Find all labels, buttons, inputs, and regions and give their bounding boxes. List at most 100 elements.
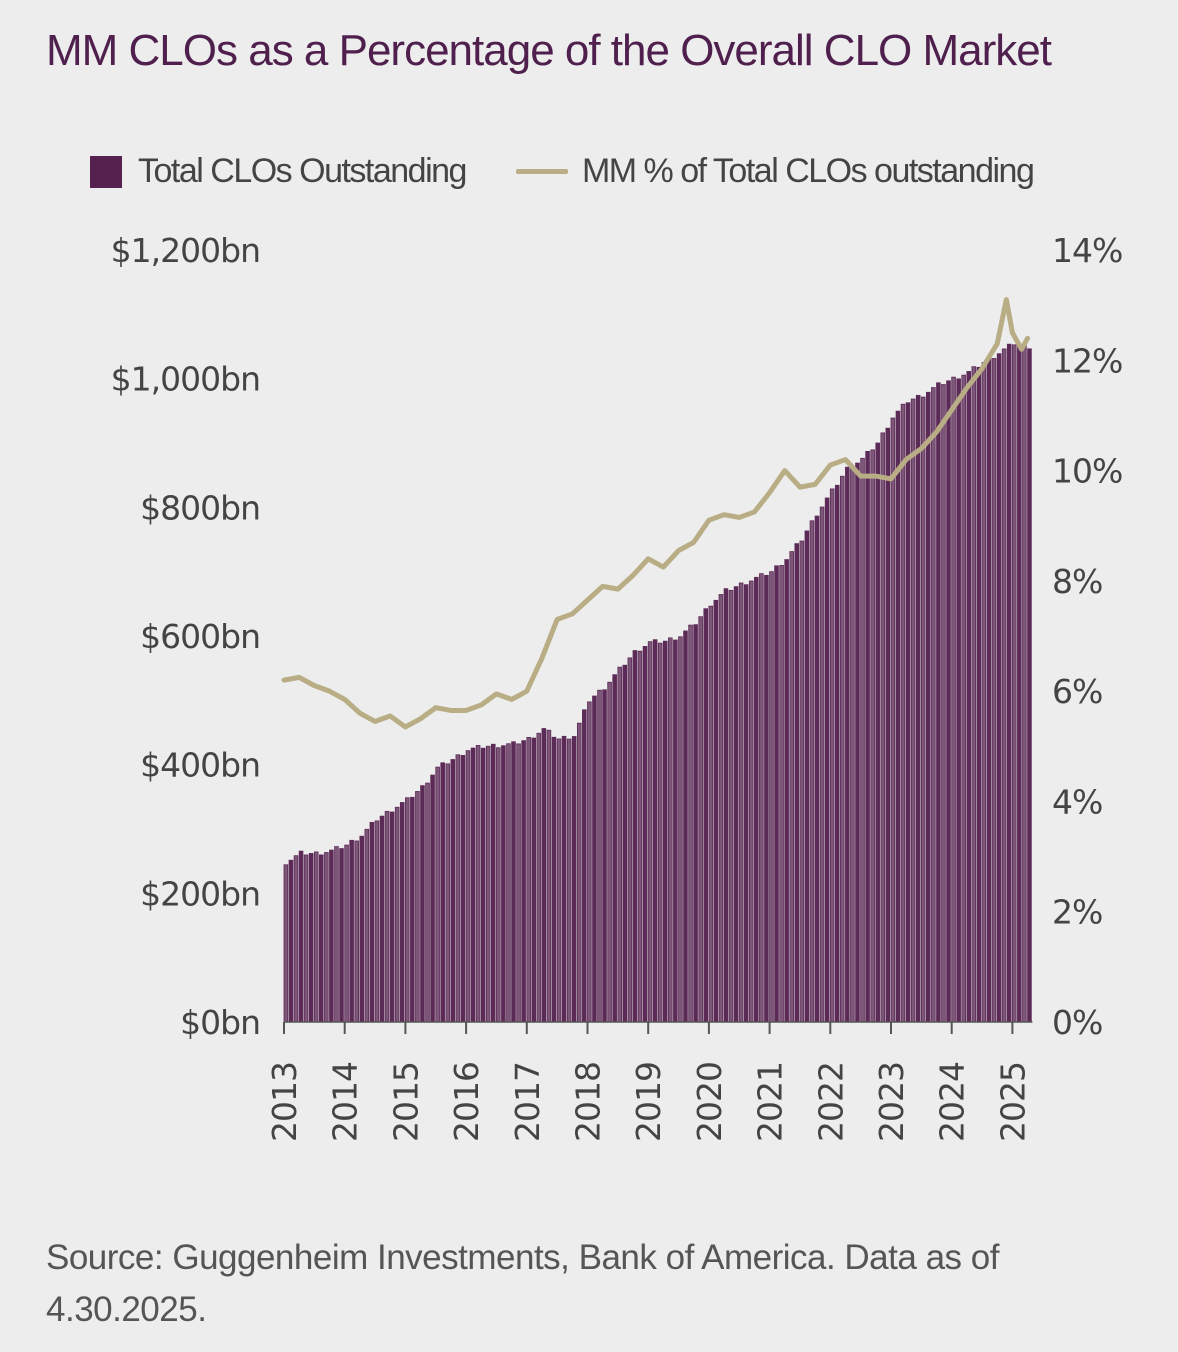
bar bbox=[880, 432, 886, 1023]
bar bbox=[703, 608, 709, 1023]
bar bbox=[683, 630, 688, 1023]
bar bbox=[627, 657, 633, 1023]
y-left-tick-label: $400bn bbox=[140, 746, 260, 785]
bar bbox=[738, 582, 744, 1023]
bar bbox=[915, 394, 921, 1023]
bar bbox=[404, 797, 410, 1023]
bar bbox=[440, 762, 445, 1023]
x-tick-label: 2021 bbox=[751, 1062, 790, 1142]
bar bbox=[991, 358, 997, 1023]
legend-label-bars: Total CLOs Outstanding bbox=[138, 152, 467, 190]
bar bbox=[678, 636, 683, 1023]
bar bbox=[1027, 348, 1032, 1023]
x-tick-label: 2014 bbox=[326, 1062, 365, 1142]
x-tick-label: 2016 bbox=[447, 1062, 486, 1142]
bar bbox=[713, 599, 719, 1023]
bar bbox=[794, 543, 800, 1023]
bar bbox=[506, 743, 511, 1023]
bar bbox=[845, 466, 850, 1023]
bar-series bbox=[283, 343, 1032, 1023]
bar bbox=[344, 844, 349, 1023]
y-left-tick-label: $0bn bbox=[180, 1003, 260, 1042]
bar bbox=[293, 855, 299, 1023]
bar bbox=[480, 747, 486, 1023]
bar bbox=[607, 681, 612, 1023]
bar bbox=[324, 852, 329, 1023]
bar bbox=[819, 506, 825, 1023]
bar bbox=[339, 848, 344, 1023]
bar bbox=[379, 815, 385, 1023]
x-tick-label: 2022 bbox=[811, 1062, 850, 1142]
bar bbox=[657, 642, 663, 1023]
bar bbox=[900, 403, 906, 1023]
bar bbox=[410, 796, 415, 1023]
bar bbox=[313, 851, 319, 1023]
bar bbox=[576, 722, 582, 1023]
bar bbox=[850, 467, 855, 1023]
bar bbox=[637, 650, 643, 1023]
bar bbox=[566, 738, 572, 1023]
bar bbox=[748, 580, 754, 1023]
bar bbox=[976, 366, 982, 1023]
bar bbox=[809, 520, 815, 1023]
bar bbox=[587, 701, 592, 1023]
bar bbox=[865, 451, 870, 1023]
bar bbox=[1012, 344, 1017, 1023]
y-left-tick-label: $1,200bn bbox=[111, 231, 260, 270]
bar bbox=[693, 624, 698, 1023]
bar bbox=[389, 811, 395, 1023]
bar bbox=[799, 540, 805, 1023]
bar bbox=[490, 743, 496, 1023]
bar bbox=[597, 689, 602, 1023]
bar bbox=[961, 374, 966, 1023]
bar bbox=[536, 732, 542, 1023]
bar bbox=[470, 747, 476, 1023]
bar bbox=[759, 573, 764, 1023]
bar bbox=[779, 565, 784, 1023]
bar bbox=[465, 750, 471, 1023]
bar bbox=[521, 740, 526, 1023]
x-tick-label: 2015 bbox=[386, 1062, 425, 1142]
bar bbox=[784, 559, 789, 1023]
bar bbox=[743, 584, 749, 1023]
bar bbox=[349, 839, 354, 1023]
bar bbox=[789, 551, 794, 1023]
bar bbox=[769, 571, 774, 1023]
bar bbox=[1006, 343, 1012, 1023]
bar bbox=[966, 371, 972, 1023]
line-series bbox=[281, 297, 1031, 730]
bar bbox=[910, 398, 916, 1023]
bar bbox=[1001, 348, 1007, 1023]
bar bbox=[733, 586, 739, 1023]
bar bbox=[718, 594, 724, 1023]
legend-swatch-line bbox=[515, 169, 568, 174]
bar bbox=[662, 640, 668, 1023]
bar bbox=[941, 384, 946, 1023]
y-right-tick-label: 8% bbox=[1052, 562, 1102, 601]
bar bbox=[814, 515, 820, 1023]
bar bbox=[531, 737, 537, 1023]
bar bbox=[688, 624, 693, 1023]
bar bbox=[516, 743, 521, 1023]
bar bbox=[870, 449, 875, 1023]
bar bbox=[986, 357, 992, 1023]
bar bbox=[895, 410, 901, 1023]
source-note: Source: Guggenheim Investments, Bank of … bbox=[46, 1238, 999, 1329]
bar bbox=[298, 850, 304, 1023]
y-right-tick-label: 10% bbox=[1052, 452, 1122, 491]
y-left-tick-label: $1,000bn bbox=[111, 360, 260, 399]
bar bbox=[319, 854, 324, 1023]
bar bbox=[308, 853, 314, 1023]
bar bbox=[354, 840, 359, 1023]
bar bbox=[288, 859, 294, 1023]
bar bbox=[642, 646, 648, 1023]
bar bbox=[546, 729, 552, 1023]
bar bbox=[511, 741, 516, 1023]
y-right-tick-label: 12% bbox=[1052, 341, 1122, 380]
y-left-tick-label: $800bn bbox=[140, 488, 260, 527]
bar bbox=[561, 735, 567, 1023]
y-left-tick-label: $600bn bbox=[140, 617, 260, 656]
bar bbox=[1022, 343, 1027, 1023]
bar bbox=[885, 427, 891, 1023]
bar bbox=[425, 782, 430, 1023]
